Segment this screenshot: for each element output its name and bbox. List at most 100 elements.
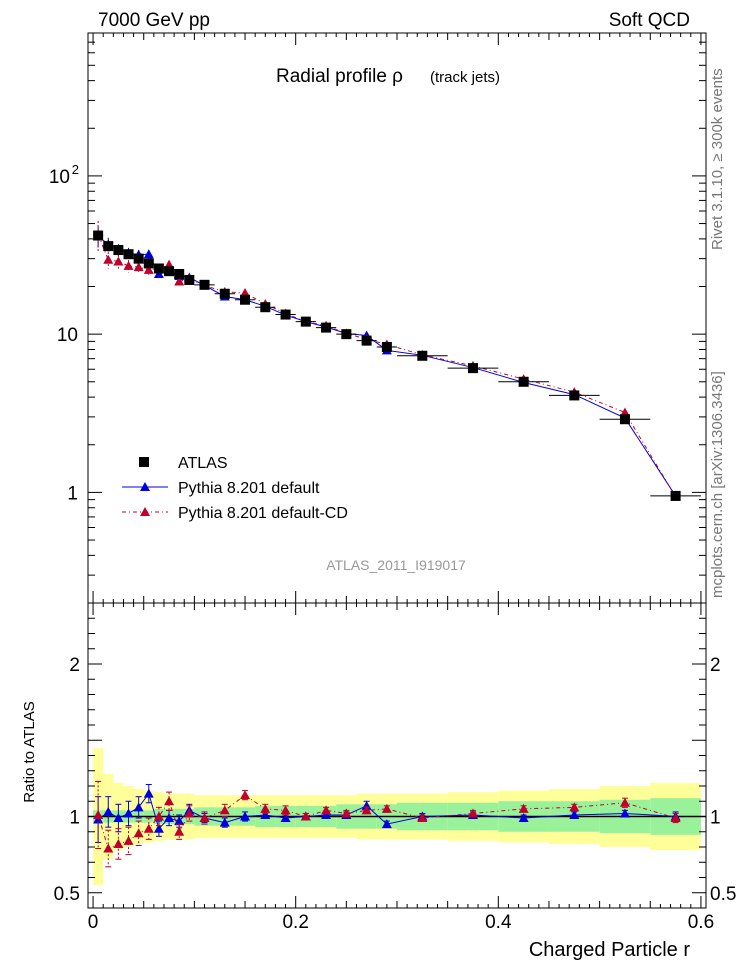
ratio-point bbox=[321, 809, 332, 819]
mcplots-side-label: mcplots.cern.ch [arXiv:1306.3436] bbox=[709, 371, 726, 598]
y-tick-label: 1 bbox=[67, 483, 78, 504]
ratio-line bbox=[97, 794, 676, 850]
x-tick-label: 0.2 bbox=[282, 912, 308, 933]
ratio-point bbox=[174, 826, 185, 836]
data-point bbox=[143, 249, 154, 259]
ratio-point bbox=[184, 808, 195, 818]
ratio-y-tick-label: 1 bbox=[69, 808, 80, 829]
ratio-point bbox=[240, 790, 251, 800]
ratio-point bbox=[619, 797, 630, 807]
atlas-point bbox=[143, 258, 154, 269]
atlas-point bbox=[341, 329, 352, 340]
ratio-point bbox=[670, 813, 681, 823]
ratio-bands bbox=[88, 747, 706, 886]
ratio-point bbox=[381, 819, 392, 829]
ratio-point bbox=[280, 813, 291, 823]
legend-label: Pythia 8.201 default-CD bbox=[178, 505, 348, 522]
legend-marker bbox=[140, 482, 150, 491]
atlas-point bbox=[260, 302, 271, 313]
atlas-point bbox=[123, 249, 134, 260]
ratio-point bbox=[518, 803, 529, 813]
atlas-point bbox=[93, 230, 104, 241]
header-right: Soft QCD bbox=[609, 10, 690, 31]
ratio-ticks: 0.5 0.5 1 1 2 2 bbox=[54, 602, 736, 909]
legend-marker-atlas bbox=[139, 457, 149, 467]
data-point bbox=[143, 264, 154, 274]
atlas-point bbox=[300, 316, 311, 327]
atlas-point bbox=[321, 322, 332, 333]
ratio-point bbox=[260, 809, 271, 819]
ratio-point bbox=[569, 802, 580, 812]
legend-label: Pythia 8.201 default bbox=[178, 480, 320, 497]
atlas-point bbox=[199, 279, 210, 290]
atlas-point bbox=[103, 241, 114, 252]
data-point bbox=[174, 276, 185, 286]
atlas-point bbox=[164, 266, 175, 277]
x-tick-label: 0 bbox=[88, 912, 99, 933]
ratio-point bbox=[103, 843, 114, 853]
ratio-y-tick-label-right: 1 bbox=[710, 808, 721, 829]
ratio-point bbox=[467, 808, 478, 818]
atlas-point bbox=[670, 490, 681, 501]
data-point bbox=[153, 268, 164, 278]
ratio-point bbox=[123, 808, 134, 818]
atlas-point bbox=[417, 350, 428, 361]
ratio-point bbox=[143, 788, 154, 798]
ratio-point bbox=[113, 813, 124, 823]
legend-marker bbox=[140, 507, 150, 516]
ratio-point bbox=[219, 805, 230, 815]
x-tick-label: 0.4 bbox=[485, 912, 512, 933]
data-point bbox=[103, 254, 114, 264]
chart-title: Radial profile ρ bbox=[276, 66, 403, 87]
ratio-y-tick-label-right: 2 bbox=[710, 655, 721, 676]
atlas-point bbox=[133, 253, 144, 264]
y-tick-label-exponent: 2 bbox=[72, 162, 79, 177]
ratio-point bbox=[164, 796, 175, 806]
atlas-point bbox=[153, 263, 164, 274]
ratio-frame bbox=[87, 602, 707, 909]
ratio-point bbox=[381, 803, 392, 813]
ratio-point bbox=[103, 806, 114, 816]
ratio-plot: 0.5 0.5 1 1 2 2 Ratio to ATLAS bbox=[21, 602, 736, 909]
atlas-point bbox=[518, 376, 529, 387]
ratio-point bbox=[300, 811, 311, 821]
atlas-point bbox=[381, 341, 392, 352]
x-tick-labels: 0 0.2 0.4 0.6 bbox=[88, 912, 714, 933]
atlas-point bbox=[619, 414, 630, 425]
atlas-point bbox=[174, 268, 185, 279]
ratio-point bbox=[93, 809, 104, 819]
x-axis-label: Charged Particle r bbox=[529, 939, 691, 961]
ratio-point bbox=[199, 813, 210, 823]
ratio-point bbox=[321, 805, 332, 815]
ratio-point bbox=[164, 813, 175, 823]
analysis-label: ATLAS_2011_I919017 bbox=[326, 557, 466, 573]
atlas-point bbox=[219, 288, 230, 299]
ratio-point bbox=[240, 811, 251, 821]
ratio-point bbox=[174, 816, 185, 826]
y-tick-label: 10 bbox=[49, 167, 70, 188]
ratio-point bbox=[219, 817, 230, 827]
data-point bbox=[123, 260, 134, 270]
x-tick-label: 0.6 bbox=[688, 912, 714, 933]
data-point bbox=[113, 256, 124, 266]
rivet-side-label: Rivet 3.1.10, ≥ 300k events bbox=[709, 68, 726, 250]
ratio-point bbox=[113, 838, 124, 848]
ratio-y-tick-label-right: 0.5 bbox=[710, 884, 736, 905]
ratio-point bbox=[619, 808, 630, 818]
ratio-point bbox=[153, 823, 164, 833]
ratio-y-tick-label: 2 bbox=[69, 655, 80, 676]
ratio-point bbox=[569, 809, 580, 819]
atlas-point bbox=[240, 294, 251, 305]
data-point bbox=[133, 262, 144, 272]
atlas-point bbox=[569, 390, 580, 401]
ratio-y-tick-label: 0.5 bbox=[54, 884, 80, 905]
atlas-point bbox=[113, 245, 124, 256]
ratio-point bbox=[153, 811, 164, 821]
series-line bbox=[97, 234, 677, 497]
ratio-point bbox=[133, 828, 144, 838]
ratio-line bbox=[97, 792, 676, 830]
atlas-point bbox=[184, 274, 195, 285]
